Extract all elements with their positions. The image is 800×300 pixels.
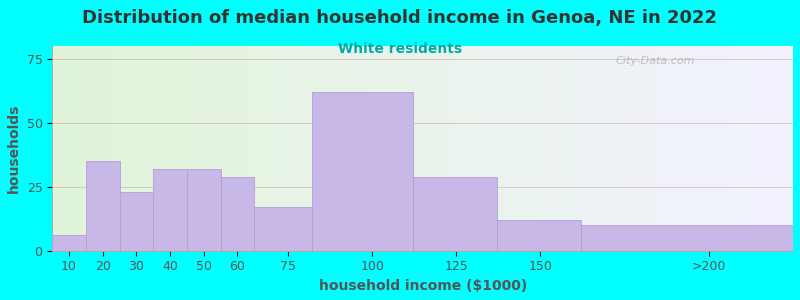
Bar bbox=[497, 220, 581, 251]
Y-axis label: households: households bbox=[7, 104, 21, 193]
Text: Distribution of median household income in Genoa, NE in 2022: Distribution of median household income … bbox=[82, 9, 718, 27]
Bar bbox=[187, 169, 221, 251]
Bar bbox=[311, 92, 413, 251]
X-axis label: household income ($1000): household income ($1000) bbox=[318, 279, 526, 293]
Bar bbox=[86, 161, 119, 251]
Bar bbox=[119, 192, 154, 251]
Bar bbox=[154, 169, 187, 251]
Text: White residents: White residents bbox=[338, 42, 462, 56]
Bar bbox=[581, 225, 793, 251]
Bar bbox=[413, 176, 497, 251]
Text: City-Data.com: City-Data.com bbox=[615, 56, 694, 66]
Bar bbox=[221, 176, 254, 251]
Bar bbox=[254, 207, 311, 251]
Bar bbox=[52, 236, 86, 251]
